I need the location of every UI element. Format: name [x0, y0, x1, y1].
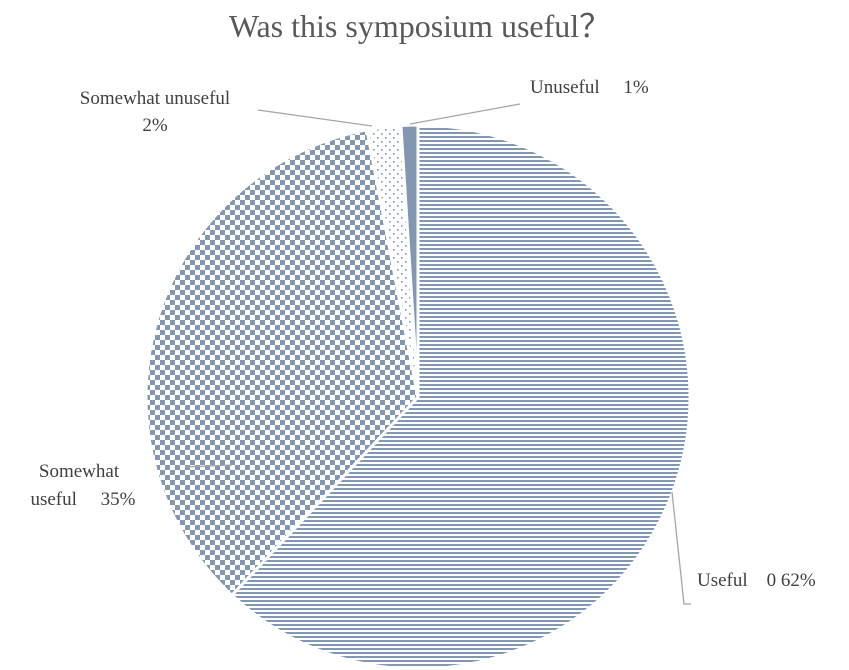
- data-labels: Useful 0 62% Somewhat useful 35% Somewha…: [30, 77, 815, 591]
- pie-slice-unuseful: [399, 123, 420, 399]
- data-label-somewhat-useful-line2: useful 35%: [30, 489, 135, 510]
- chart-title: Was this symposium useful？: [229, 8, 611, 44]
- leader-line-somewhat-useful: [184, 464, 233, 468]
- data-label-somewhat-unuseful-line2: 2%: [142, 115, 168, 136]
- pie-slice-useful: [230, 123, 692, 670]
- leader-line-somewhat-unuseful: [257, 109, 373, 127]
- data-label-somewhat-useful-line1: Somewhat: [39, 461, 120, 482]
- data-label-somewhat-unuseful-line1: Somewhat unuseful: [80, 88, 230, 109]
- leader-lines: [184, 103, 691, 605]
- pie-slice-somewhat-useful: [144, 128, 420, 597]
- leader-line-unuseful: [409, 103, 521, 125]
- leader-line-useful: [671, 491, 691, 605]
- data-label-unuseful: Unuseful 1%: [530, 77, 649, 98]
- data-label-useful: Useful 0 62%: [697, 570, 816, 591]
- pie-slices: [144, 123, 692, 670]
